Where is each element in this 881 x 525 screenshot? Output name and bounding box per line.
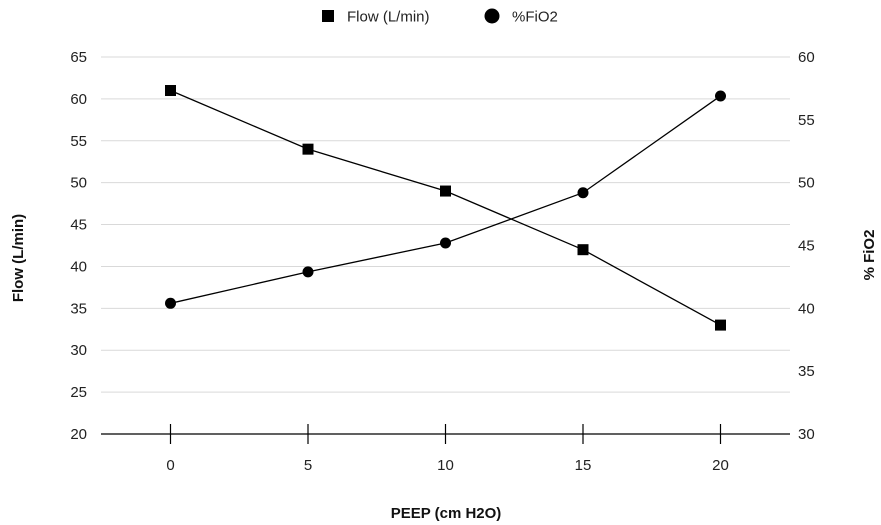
data-point-fio2	[302, 266, 314, 278]
y-tick-label-left: 25	[70, 384, 87, 401]
y-axis-title-left: Flow (L/min)	[10, 214, 27, 302]
data-point-flow	[165, 85, 176, 97]
x-tick-label: 0	[166, 457, 174, 474]
series-line-fio2	[170, 95, 721, 304]
y-axis-title-right: % FiO2	[861, 230, 878, 281]
legend-label-flow: Flow (L/min)	[347, 9, 430, 26]
y-tick-label-left: 50	[70, 175, 87, 192]
series-markers	[165, 85, 726, 331]
y-tick-label-right: 30	[798, 426, 815, 443]
y-tick-label-left: 45	[70, 217, 87, 234]
data-point-fio2	[715, 90, 726, 102]
x-tick-label: 15	[575, 457, 592, 474]
x-tick-label: 10	[437, 457, 454, 474]
y-tick-label-left: 30	[70, 342, 87, 359]
y-tick-label-left: 65	[70, 49, 87, 66]
data-point-fio2	[165, 297, 176, 309]
y-tick-label-right: 60	[798, 49, 815, 66]
y-tick-label-right: 45	[798, 238, 815, 255]
y-tick-label-right: 50	[798, 175, 815, 192]
y-tick-label-left: 20	[70, 426, 87, 443]
data-point-flow	[302, 143, 314, 155]
data-point-flow	[577, 244, 589, 256]
x-tick-label: 20	[712, 457, 729, 474]
legend-label-fio2: %FiO2	[512, 9, 558, 26]
legend-marker-square	[322, 10, 334, 22]
series-line-flow	[170, 89, 721, 326]
gridlines	[101, 56, 790, 393]
legend-marker-circle	[484, 8, 500, 24]
data-point-fio2	[577, 187, 589, 199]
axes: 20 25 30 35 40 45 50 55 60 65 30 35 40 45 50 55 60 0 5 10 15…	[70, 49, 814, 474]
y-tick-label-right: 35	[798, 363, 815, 380]
y-tick-label-left: 55	[70, 133, 87, 150]
y-tick-label-left: 60	[70, 91, 87, 108]
data-point-flow	[715, 319, 726, 331]
series-lines	[170, 89, 721, 326]
legend: Flow (L/min) %FiO2	[322, 8, 558, 26]
x-axis-title: PEEP (cm H2O)	[391, 505, 502, 522]
data-point-fio2	[440, 237, 451, 249]
y-tick-label-right: 40	[798, 300, 815, 317]
y-tick-label-left: 40	[70, 258, 87, 275]
x-tick-label: 5	[304, 457, 312, 474]
y-tick-label-right: 55	[798, 112, 815, 129]
data-point-flow	[440, 185, 451, 197]
y-tick-label-left: 35	[70, 300, 87, 317]
